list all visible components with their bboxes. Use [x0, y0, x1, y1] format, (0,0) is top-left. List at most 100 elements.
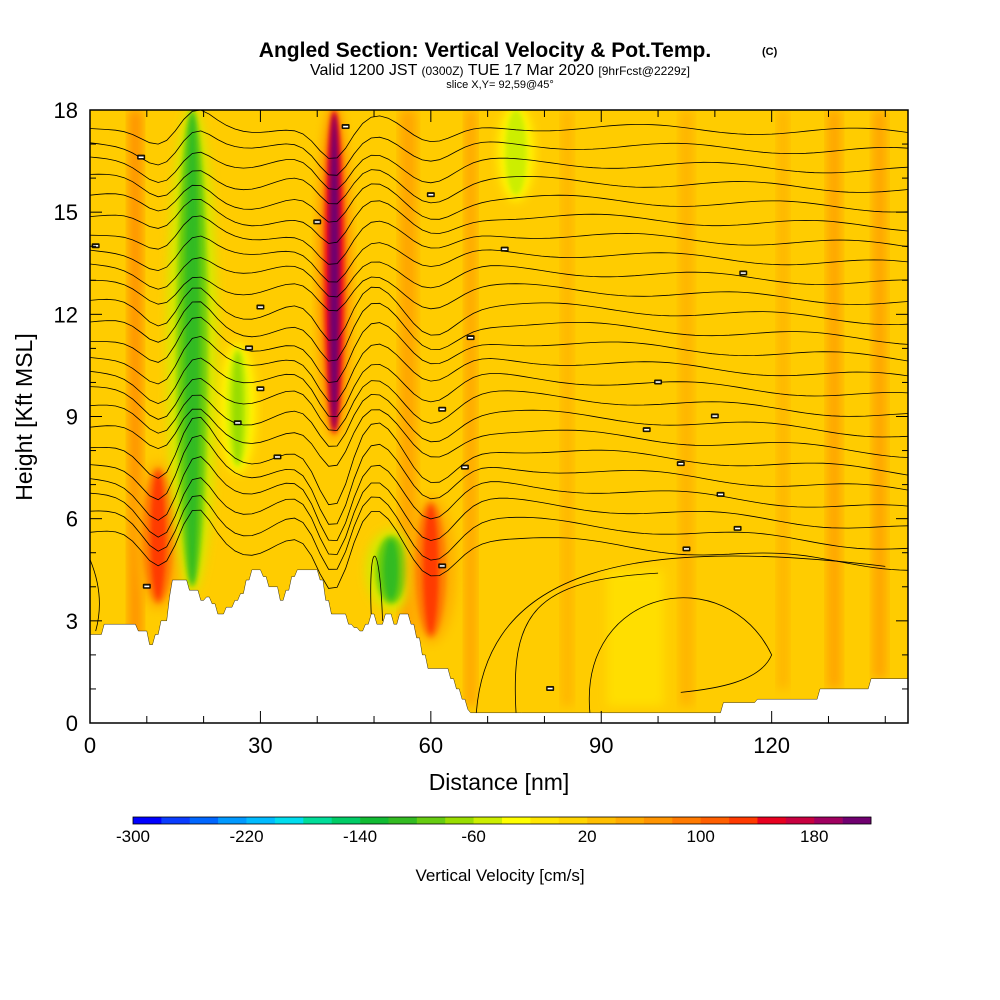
velocity-feature-core — [232, 352, 244, 464]
y-axis-label: Height [Kft MSL] — [11, 333, 37, 500]
contour-label-mark — [138, 156, 144, 159]
colorbar-swatch — [274, 817, 304, 824]
isentrope-line — [90, 235, 908, 283]
x-axis: 0 30 60 90 120 — [84, 110, 886, 758]
x-tick-label: 120 — [753, 733, 790, 758]
isentrope-line — [90, 377, 908, 431]
isentrope-line — [90, 357, 908, 418]
contour-label-mark — [462, 466, 468, 468]
isentrope-line — [90, 393, 908, 447]
contour-label-mark — [257, 306, 263, 308]
y-tick-label: 0 — [66, 711, 78, 736]
y-tick-label: 9 — [66, 405, 78, 430]
colorbar-swatch — [473, 817, 503, 824]
colorbar-tick-label: 20 — [578, 827, 597, 846]
plot-area — [90, 110, 908, 723]
velocity-band — [679, 110, 694, 706]
isentrope-line — [90, 183, 908, 223]
contour-label-mark — [314, 221, 320, 223]
x-tick-label: 0 — [84, 733, 96, 758]
y-tick-label: 15 — [54, 200, 78, 225]
isentrope-line — [90, 215, 908, 265]
isentrope-line — [90, 169, 908, 205]
contour-label-mark — [257, 388, 263, 390]
isentrope-line — [475, 555, 886, 713]
copyright-mark: (C) — [762, 46, 778, 58]
contour-label-mark — [274, 456, 280, 458]
contour-label-mark — [547, 687, 553, 690]
x-tick-label: 30 — [248, 733, 272, 758]
y-tick-label: 12 — [54, 302, 78, 327]
contour-label-mark — [655, 381, 661, 383]
isentrope-line — [588, 597, 773, 713]
isentrope-line — [90, 495, 908, 570]
isentrope-line — [90, 130, 908, 176]
colorbar-swatch — [416, 817, 446, 824]
colorbar: -300 -220 -140 -60 20 100 180 — [116, 816, 872, 846]
colorbar-swatch — [360, 817, 389, 824]
colorbar-tick-label: 100 — [687, 827, 715, 846]
colorbar-swatch — [218, 817, 247, 824]
isentrope-line — [90, 151, 908, 190]
isentrope-line — [90, 559, 100, 632]
colorbar-swatch — [814, 817, 843, 824]
contour-label-mark — [235, 422, 241, 424]
slice-subtitle: slice X,Y= 92,59@45° — [446, 79, 554, 91]
colorbar-frame — [132, 816, 872, 825]
isentrope-line — [90, 316, 908, 383]
colorbar-tick-label: -60 — [461, 827, 486, 846]
colorbar-swatch — [700, 817, 730, 824]
colorbar-swatch — [842, 817, 872, 824]
velocity-band — [464, 110, 477, 706]
velocity-band — [606, 569, 664, 706]
isentrope-line — [90, 416, 908, 506]
contour-label-mark — [735, 527, 741, 530]
colorbar-swatch — [672, 817, 701, 824]
chart-title: Angled Section: Vertical Velocity & Pot.… — [259, 39, 711, 62]
velocity-band — [777, 110, 789, 689]
colorbar-swatch — [445, 817, 474, 824]
velocity-field — [128, 110, 887, 706]
contour-label-mark — [343, 125, 349, 128]
colorbar-swatch — [331, 817, 361, 824]
valid-prefix: Valid 1200 JST — [310, 62, 418, 79]
colorbar-swatch — [502, 817, 531, 824]
contour-label-mark — [740, 272, 746, 274]
velocity-feature-core — [150, 471, 166, 600]
colorbar-label: Vertical Velocity [cm/s] — [415, 866, 584, 885]
isentrope-line — [90, 509, 908, 589]
velocity-feature-core — [510, 114, 522, 192]
contour-label-mark — [246, 347, 252, 349]
x-axis-label: Distance [nm] — [429, 769, 570, 795]
x-tick-label: 60 — [419, 733, 443, 758]
colorbar-swatch — [643, 817, 673, 824]
x-tick-label: 90 — [589, 733, 613, 758]
isentrope-line — [514, 572, 659, 713]
y-tick-label: 18 — [54, 98, 78, 123]
isentrope-line — [90, 286, 908, 341]
velocity-feature-core — [383, 539, 399, 600]
colorbar-swatch — [189, 817, 219, 824]
colorbar-swatch — [530, 817, 560, 824]
colorbar-swatch — [246, 817, 276, 824]
valid-utc: (0300Z) — [422, 64, 464, 78]
colorbar-tick-label: -220 — [230, 827, 264, 846]
y-axis: 0 3 6 9 12 15 18 — [54, 98, 908, 736]
terrain — [90, 569, 908, 723]
contour-label-mark — [468, 336, 474, 339]
velocity-band — [827, 110, 842, 689]
velocity-feature-core — [423, 505, 439, 634]
contour-labels — [91, 124, 748, 691]
contour-label-mark — [502, 248, 508, 251]
contour-label-mark — [678, 462, 684, 465]
isentrope-contours — [90, 110, 908, 713]
y-tick-label: 6 — [66, 507, 78, 532]
valid-line: Valid 1200 JST (0300Z) TUE 17 Mar 2020 [… — [310, 62, 690, 79]
isentrope-line — [90, 110, 908, 159]
isentrope-line — [90, 477, 908, 555]
contour-label-mark — [712, 415, 718, 417]
isentrope-line — [90, 198, 908, 244]
colorbar-swatch — [757, 817, 787, 824]
colorbar-swatch — [388, 817, 418, 824]
